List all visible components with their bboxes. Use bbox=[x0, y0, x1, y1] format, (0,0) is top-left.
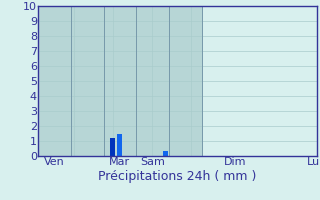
Bar bbox=[117, 134, 122, 156]
X-axis label: Précipitations 24h ( mm ): Précipitations 24h ( mm ) bbox=[99, 170, 257, 183]
Bar bbox=[163, 151, 168, 156]
Bar bbox=[110, 138, 115, 156]
